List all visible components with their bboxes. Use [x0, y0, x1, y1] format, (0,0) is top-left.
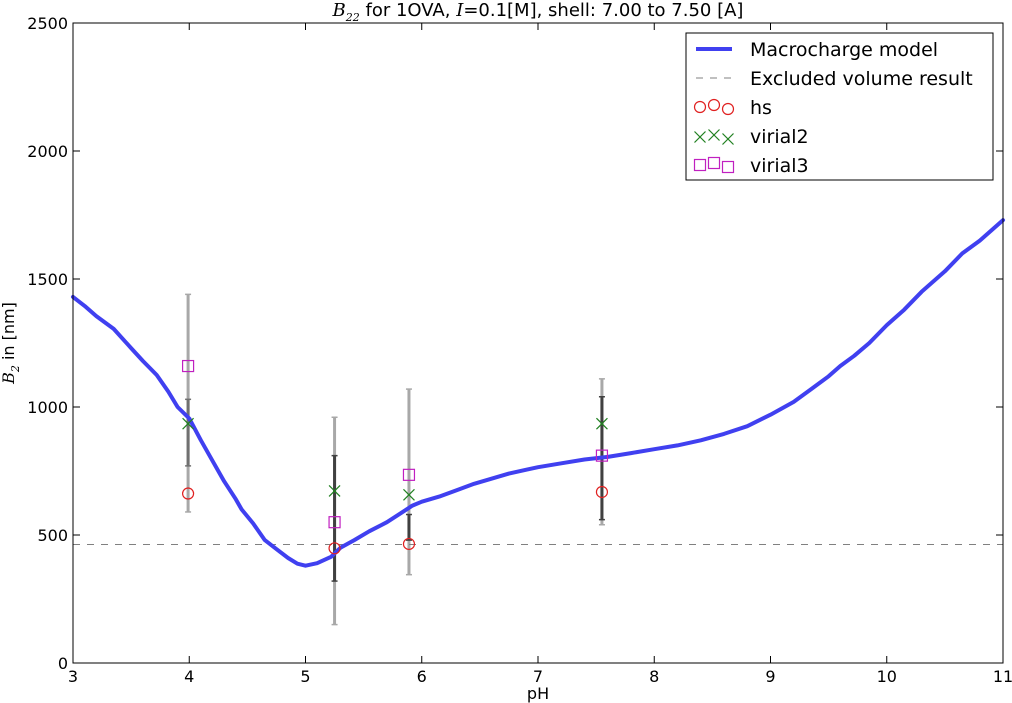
- x-tick-label: 11: [993, 667, 1012, 686]
- legend-box: [685, 32, 994, 181]
- x-tick-label: 4: [184, 667, 194, 686]
- legend-virial3-marker: [707, 156, 721, 170]
- legend-marker-virial2: [694, 129, 734, 145]
- y-tick-label: 1500: [27, 270, 68, 289]
- x-marker-stroke: [596, 417, 608, 430]
- virial3-point: [595, 449, 609, 462]
- legend-label-virial2: virial2: [750, 126, 809, 148]
- virial3-point: [181, 359, 195, 373]
- hs-point: [402, 537, 416, 551]
- legend-label-macrocharge: Macrocharge model: [750, 39, 938, 61]
- x-marker-stroke: [708, 129, 720, 141]
- x-axis: 3 4 5 6 7 8 9 10 11: [68, 23, 1012, 686]
- x-marker-stroke: [403, 488, 415, 501]
- x-marker-stroke: [694, 131, 706, 143]
- virial2-point: [182, 417, 195, 430]
- virial3-point: [402, 468, 416, 481]
- legend-label-hs: hs: [750, 97, 772, 119]
- virial3-point: [328, 516, 341, 529]
- y-tick-label: 1000: [27, 398, 68, 417]
- legend-label-excluded-volume: Excluded volume result: [750, 68, 973, 90]
- x-tick-label: 9: [765, 667, 775, 686]
- x-tick-label: 6: [417, 667, 427, 686]
- x-marker-stroke: [328, 485, 341, 497]
- x-tick-label: 8: [649, 667, 659, 686]
- legend-label-virial3: virial3: [750, 155, 809, 177]
- x-tick-label: 3: [68, 667, 78, 686]
- y-axis-label: B2 in [nm]: [0, 302, 22, 385]
- hs-point: [181, 487, 195, 500]
- macrocharge-line: [71, 218, 1005, 568]
- y-tick-label: 2000: [27, 142, 68, 161]
- macrocharge-model-line: [71, 218, 1005, 568]
- hs-point: [595, 485, 609, 499]
- y-tick-label: 500: [37, 526, 68, 545]
- x-marker-stroke: [722, 133, 734, 145]
- hs-point: [328, 542, 341, 555]
- x-axis-label: pH: [527, 684, 549, 703]
- virial2-point: [403, 488, 415, 501]
- legend-hs-marker: [707, 98, 721, 112]
- x-tick-label: 7: [533, 667, 543, 686]
- y-tick-label: 0: [58, 654, 68, 673]
- error-bars: [185, 293, 605, 626]
- legend-virial2-marker: [708, 129, 720, 141]
- y-tick-label: 2500: [27, 14, 68, 33]
- virial2-point: [328, 485, 341, 497]
- x-marker-stroke: [182, 417, 195, 430]
- x-tick-label: 5: [300, 667, 310, 686]
- legend-hs-marker: [721, 102, 735, 116]
- legend-virial3-marker: [693, 158, 707, 172]
- data-markers: [181, 359, 609, 555]
- chart-title: B22 for 1OVA, I=0.1[M], shell: 7.00 to 7…: [332, 0, 744, 24]
- legend-virial2-marker: [722, 133, 734, 145]
- legend-virial3-marker: [721, 160, 735, 174]
- legend-marker-hs: [693, 98, 735, 116]
- y-axis: 0 500 1000 1500 2000 2500: [27, 14, 1003, 673]
- legend: Macrocharge model Excluded volume result…: [685, 32, 994, 181]
- legend-marker-virial3: [693, 156, 735, 174]
- virial2-point: [596, 417, 608, 430]
- legend-hs-marker: [693, 100, 707, 114]
- x-tick-label: 10: [877, 667, 897, 686]
- legend-virial2-marker: [694, 131, 706, 143]
